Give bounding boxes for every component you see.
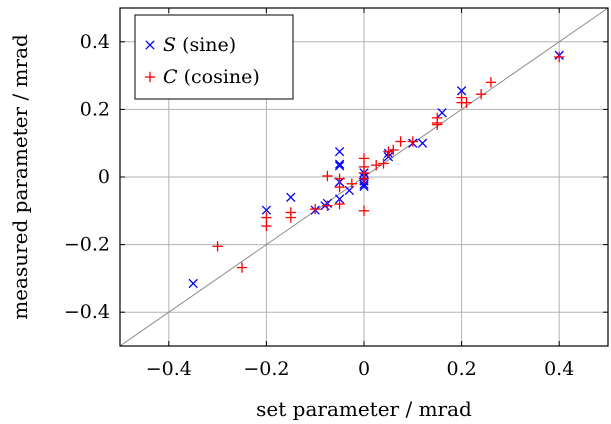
y-axis-title: measured parameter / mrad xyxy=(8,34,32,320)
cosine-data-point xyxy=(334,173,345,184)
cosine-data-point xyxy=(358,173,370,184)
cosine-data-point xyxy=(371,159,382,171)
legend-label-cosine: (cosine) xyxy=(178,66,260,88)
cosine-data-point xyxy=(285,212,296,223)
x-tick-label: 0.2 xyxy=(446,358,476,380)
legend-label-sine: (sine) xyxy=(176,34,236,56)
cosine-data-point xyxy=(407,136,418,147)
legend-entry-cosine: C (cosine) xyxy=(144,66,260,88)
y-tick-label: −0.2 xyxy=(64,234,110,256)
cosine-data-point xyxy=(432,119,443,130)
sine-data-point xyxy=(359,179,369,190)
cosine-data-point xyxy=(383,146,394,157)
legend-box xyxy=(134,14,294,100)
sine-data-point xyxy=(334,146,345,157)
cosine-data-point xyxy=(388,144,399,156)
data-points xyxy=(188,50,565,289)
y-tick-label: 0 xyxy=(98,166,110,188)
sine-data-point xyxy=(286,192,296,202)
x-tick-label: −0.2 xyxy=(243,358,289,380)
legend-symbol-sine: S xyxy=(163,34,176,56)
cosine-data-point xyxy=(346,178,357,189)
x-tick-label: −0.4 xyxy=(146,358,192,380)
sine-data-point xyxy=(334,161,345,171)
cosine-data-point xyxy=(378,158,389,169)
svg-text:S (sine): S (sine) xyxy=(163,34,236,56)
sine-data-point xyxy=(359,181,369,192)
legend-marker-sine xyxy=(145,40,155,50)
legend-symbol-cosine: C xyxy=(163,66,178,88)
cosine-data-point xyxy=(358,205,370,216)
legend-marker-cosine xyxy=(144,71,156,83)
legend: S (sine) C (cosine) xyxy=(134,14,294,100)
cosine-data-point xyxy=(485,77,497,88)
sine-data-point xyxy=(437,108,447,118)
cosine-data-point xyxy=(236,262,248,273)
cosine-data-point xyxy=(322,170,333,182)
x-tick-label: 0 xyxy=(358,358,370,380)
cosine-data-point xyxy=(461,97,472,108)
sine-data-point xyxy=(261,205,272,215)
series-cosine xyxy=(212,51,565,273)
y-tick-label: −0.4 xyxy=(64,301,110,323)
y-tick-label: 0.2 xyxy=(80,98,110,120)
x-tick-label: 0.4 xyxy=(544,358,574,380)
cosine-data-point xyxy=(212,241,223,252)
x-axis-title: set parameter / mrad xyxy=(256,397,472,421)
cosine-data-point xyxy=(322,200,333,211)
sine-data-point xyxy=(188,278,198,289)
cosine-data-point xyxy=(395,136,406,147)
cosine-data-point xyxy=(261,220,272,232)
y-axis-ticks: −0.4 −0.2 0 0.2 0.4 xyxy=(64,31,608,323)
sine-data-point xyxy=(417,138,428,148)
legend-x-marker-icon xyxy=(145,40,155,50)
cosine-data-point xyxy=(310,203,321,215)
cosine-data-point xyxy=(475,88,487,100)
legend-entry-sine: S (sine) xyxy=(145,34,236,56)
sine-data-point xyxy=(456,86,467,96)
cosine-data-point xyxy=(554,51,565,63)
svg-text:C (cosine): C (cosine) xyxy=(163,66,260,88)
x-axis-ticks: −0.4 −0.2 0 0.2 0.4 xyxy=(146,8,574,380)
sine-data-point xyxy=(334,159,345,169)
y-tick-label: 0.4 xyxy=(80,31,110,53)
cosine-data-point xyxy=(334,198,345,210)
legend-plus-marker-icon xyxy=(144,71,156,83)
